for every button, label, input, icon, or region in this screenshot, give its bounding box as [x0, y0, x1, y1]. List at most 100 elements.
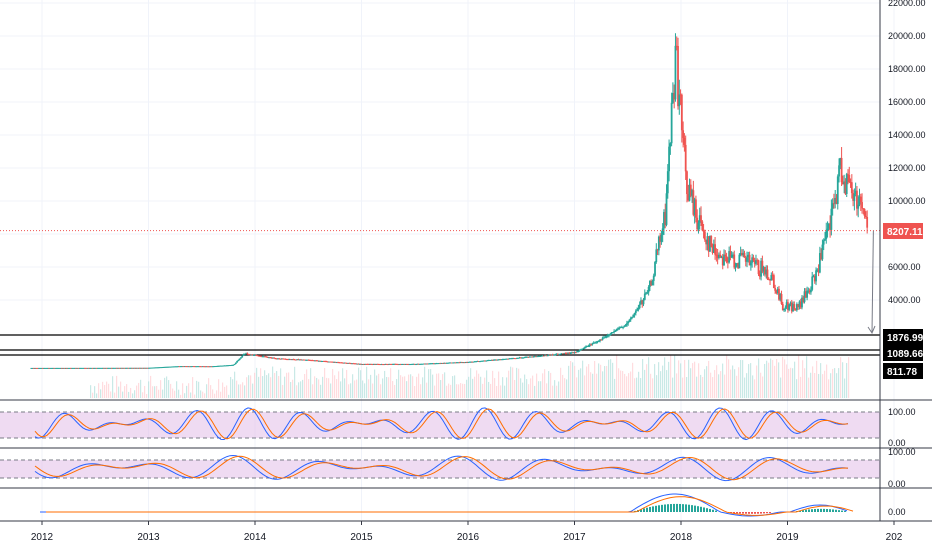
volume-bar: [380, 384, 382, 398]
candle-body: [351, 363, 354, 365]
volume-bar: [670, 355, 672, 398]
candle-body: [582, 348, 585, 350]
volume-bar: [834, 368, 836, 398]
candle-body: [807, 290, 810, 292]
candle-body: [712, 244, 715, 253]
macd-histogram-bar: [709, 508, 711, 512]
price-tick-label: 12000.00: [888, 163, 926, 173]
candle-body: [596, 341, 599, 343]
projection-arrow[interactable]: [867, 230, 876, 335]
volume-bar: [206, 384, 208, 398]
candle-body: [856, 190, 858, 209]
candle-body: [445, 362, 448, 364]
candle-body: [772, 275, 775, 289]
candle-body: [468, 361, 471, 363]
candle-body: [35, 367, 38, 369]
volume-bar: [454, 375, 456, 398]
candle-body: [355, 363, 357, 365]
candle-body: [191, 366, 194, 368]
candle-body: [803, 291, 806, 302]
volume-bar: [622, 370, 624, 398]
candle-body: [619, 327, 622, 329]
projection-line: [871, 230, 874, 334]
candle-body: [700, 215, 702, 222]
volume-bar: [688, 359, 690, 398]
candle-body: [234, 362, 237, 364]
candle-body: [760, 260, 762, 277]
candle-body: [688, 184, 691, 201]
volume-bar: [194, 394, 196, 398]
macd-histogram-bar: [640, 509, 642, 512]
candle-body: [464, 362, 467, 364]
volume-bar: [746, 373, 748, 398]
candle-body: [399, 364, 402, 366]
candle-body: [747, 254, 750, 258]
candle-body: [697, 222, 700, 230]
candle-body: [634, 310, 637, 314]
candle-body: [647, 286, 650, 293]
candle-body: [695, 199, 697, 218]
horizontal-levels[interactable]: [0, 334, 880, 356]
volume-bar: [138, 382, 140, 398]
volume-bar: [248, 375, 250, 398]
volume-bar: [238, 384, 240, 398]
candle-body: [100, 367, 103, 369]
candle-body: [251, 354, 254, 356]
candle-body: [734, 266, 737, 268]
candle-body: [537, 356, 540, 358]
candle-body: [654, 261, 656, 276]
volume-bar: [346, 369, 348, 398]
volume-bar: [370, 374, 372, 398]
volume-bar: [324, 367, 326, 398]
candle-body: [231, 364, 233, 366]
price-tick-label: 10000.00: [888, 196, 926, 206]
volume-bar: [218, 379, 220, 398]
price-axis[interactable]: 22000.00 20000.00 18000.00 16000.00 14000.00…: [888, 0, 926, 517]
candle-body: [227, 365, 230, 367]
indicator-panes[interactable]: [0, 407, 880, 517]
candle-body: [689, 184, 692, 196]
volume-bar: [714, 370, 716, 398]
candle-body: [503, 358, 506, 360]
candle-body: [387, 364, 389, 366]
volume-bar: [660, 371, 662, 398]
volume-bar: [770, 358, 772, 398]
candle-body: [459, 362, 462, 364]
volume-bar: [340, 381, 342, 398]
candle-body: [85, 367, 88, 369]
candle-body: [725, 256, 728, 262]
volume-bar: [374, 369, 376, 398]
volume-bar: [150, 375, 152, 398]
time-axis[interactable]: 2012 2013 2014 2015 2016 2017 2018 2019 202: [31, 521, 903, 543]
candle-body: [383, 364, 385, 366]
volume-bar: [680, 363, 682, 398]
candle-body: [177, 366, 180, 368]
candles: [30, 33, 869, 369]
price-tag-box: [883, 363, 923, 379]
candle-body: [121, 367, 123, 369]
volume-bar: [452, 376, 454, 398]
volume-bar: [126, 384, 128, 398]
volume-bar: [720, 371, 722, 398]
volume-bar: [640, 378, 642, 398]
volume-bar: [414, 385, 416, 398]
candle-body: [594, 342, 596, 344]
time-tick-label: 2014: [244, 532, 267, 543]
candle-body: [449, 362, 452, 364]
candle-body: [321, 360, 324, 362]
candle-body: [278, 358, 281, 360]
volume-bar: [100, 389, 102, 398]
volume-bar: [328, 378, 330, 398]
candle-body: [852, 193, 855, 201]
candle-body: [47, 367, 49, 369]
candle-body: [827, 223, 830, 229]
candle-body: [677, 46, 679, 107]
candle-body: [484, 360, 486, 362]
candle-body: [622, 326, 624, 328]
candle-body: [81, 367, 84, 369]
candle-body: [830, 208, 833, 230]
macd-histogram-bar: [655, 505, 657, 512]
candle-body: [787, 302, 789, 310]
candle-body: [99, 367, 102, 369]
